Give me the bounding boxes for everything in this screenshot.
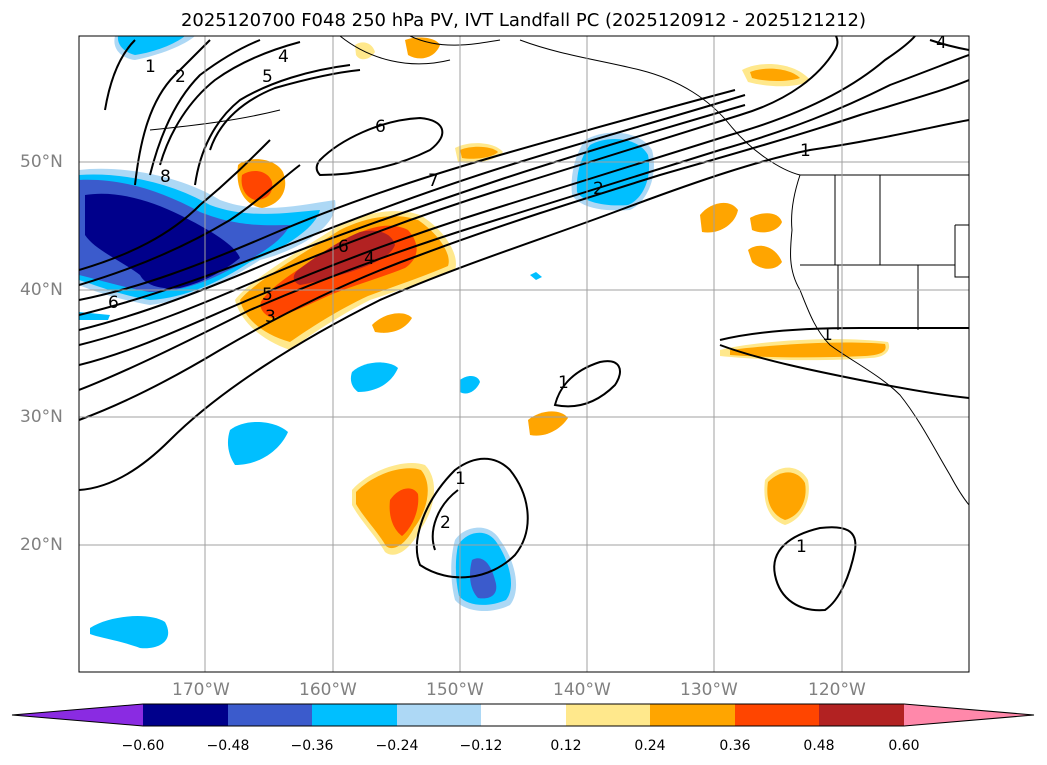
- contour-label: 1: [822, 325, 833, 345]
- contour-label: 1: [796, 537, 807, 557]
- pv-contours: [79, 36, 969, 612]
- contour-label: 4: [936, 33, 947, 53]
- colorbar-over-arrow: [904, 704, 1034, 726]
- map-frame: [78, 35, 970, 673]
- lon-label: 150°W: [426, 680, 484, 700]
- colorbar-tick: −0.12: [459, 738, 503, 754]
- colorbar-tick: 0.36: [719, 738, 751, 754]
- lon-label: 160°W: [299, 680, 357, 700]
- contour-label: 4: [278, 47, 289, 67]
- colorbar-segment: [650, 704, 735, 726]
- lon-label: 140°W: [553, 680, 611, 700]
- contour-label: 6: [108, 293, 119, 313]
- contour-label: 5: [262, 285, 273, 305]
- contour-label: 2: [175, 67, 186, 87]
- colorbar-segment: [566, 704, 650, 726]
- colorbar-tick: −0.60: [121, 738, 165, 754]
- colorbar-segment: [735, 704, 819, 726]
- colorbar-segment: [143, 704, 228, 726]
- contour-label-group: 1 2 4 5 6 8 6 7 6 4 5 3 2 1 1 2 1 1 1 4: [108, 33, 947, 557]
- lat-label: 40°N: [20, 280, 63, 300]
- colorbar-tick: −0.24: [375, 738, 419, 754]
- contour-label: 1: [800, 141, 811, 161]
- lon-label: 130°W: [680, 680, 738, 700]
- contour-label: 3: [265, 307, 276, 327]
- colorbar-tick: −0.48: [206, 738, 250, 754]
- contour-label: 2: [440, 513, 451, 533]
- colorbar-segment: [312, 704, 397, 726]
- contour-label: 6: [375, 117, 386, 137]
- colorbar: [11, 703, 1035, 727]
- contour-label: 1: [558, 373, 569, 393]
- contour-label: 2: [593, 179, 604, 199]
- colorbar-segment: [397, 704, 481, 726]
- contour-label: 4: [364, 249, 375, 269]
- graticule: [79, 36, 969, 672]
- colorbar-segment: [228, 704, 312, 726]
- contour-label: 6: [338, 237, 349, 257]
- colorbar-tick: 0.48: [803, 738, 835, 754]
- colorbar-segment: [481, 704, 566, 726]
- colorbar-segment: [819, 704, 904, 726]
- colorbar-tick: 0.12: [550, 738, 582, 754]
- lat-label: 30°N: [20, 407, 63, 427]
- contour-label: 7: [428, 171, 439, 191]
- lat-label: 50°N: [20, 152, 63, 172]
- contour-label: 5: [262, 67, 273, 87]
- lon-label: 170°W: [172, 680, 230, 700]
- colorbar-tick: 0.24: [634, 738, 666, 754]
- lon-label: 120°W: [808, 680, 866, 700]
- contour-label: 8: [160, 167, 171, 187]
- map-title: 2025120700 F048 250 hPa PV, IVT Landfall…: [180, 10, 867, 31]
- coastlines: [149, 36, 969, 506]
- contour-label: 1: [145, 57, 156, 77]
- contour-label: 1: [455, 469, 466, 489]
- lat-label: 20°N: [20, 535, 63, 555]
- colorbar-tick: −0.36: [290, 738, 334, 754]
- shaded-pc-field: [79, 36, 890, 649]
- colorbar-under-arrow: [12, 704, 143, 726]
- colorbar-tick: 0.60: [888, 738, 920, 754]
